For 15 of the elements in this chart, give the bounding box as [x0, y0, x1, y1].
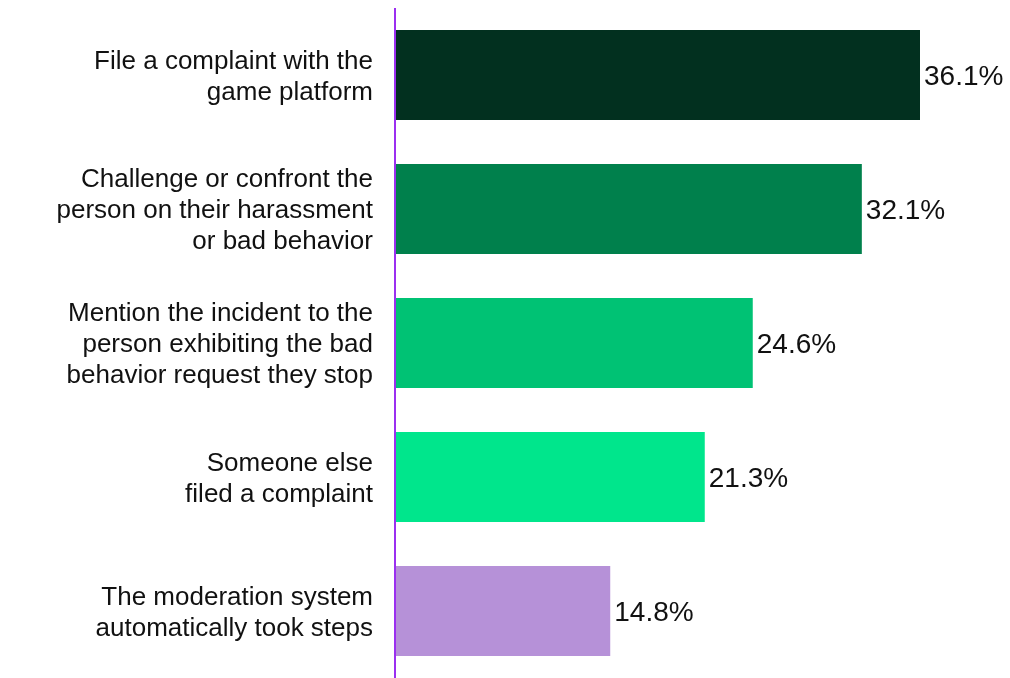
y-tick-label: The moderation system automatically took steps	[95, 580, 373, 642]
bar	[395, 30, 920, 120]
y-tick-label: Mention the incident to the person exhibiting the bad behavior request they stop	[66, 297, 373, 389]
y-tick-label: Someone else filed a complaint	[185, 446, 374, 508]
y-tick-label: File a complaint with the game platform	[94, 44, 373, 106]
data-label: 14.8%	[614, 595, 694, 627]
bar	[395, 566, 611, 656]
data-label: 36.1%	[924, 59, 1004, 91]
data-label: 32.1%	[865, 193, 946, 225]
data-label: 21.3%	[708, 461, 789, 493]
bar	[395, 164, 862, 254]
data-label: 24.6%	[756, 327, 837, 359]
y-tick-label: Challenge or confront the person on their harassment or bad behavior	[56, 163, 374, 255]
bar	[395, 432, 705, 522]
bar	[395, 298, 753, 388]
